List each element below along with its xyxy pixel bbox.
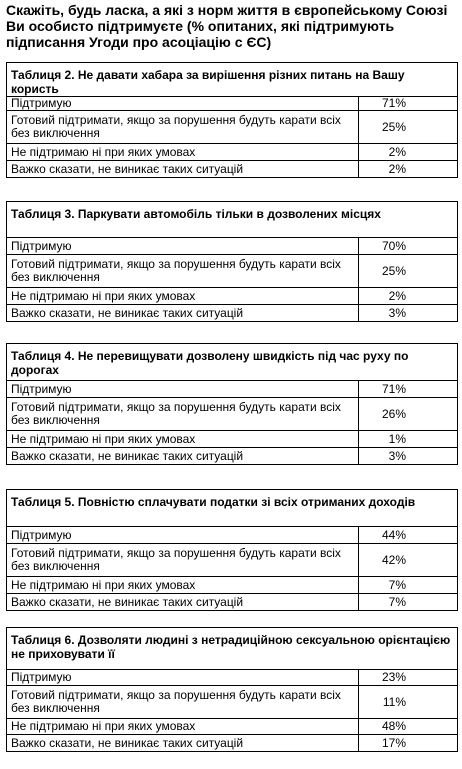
page-heading: Скажіть, будь ласка, а які з норм життя … [6, 2, 448, 50]
survey-table: Таблиця 5. Повністю сплачувати податки з… [6, 489, 458, 611]
survey-table: Таблиця 6. Дозволяти людині з нетрадицій… [6, 627, 458, 752]
row-label: Підтримую [6, 237, 359, 255]
row-value: 17% [358, 734, 458, 752]
row-label: Готовий підтримати, якщо за порушення бу… [6, 685, 359, 719]
row-value: 2% [358, 143, 458, 161]
table-title: Таблиця 2. Не давати хабара за вирішення… [6, 62, 458, 97]
survey-table: Таблиця 3. Паркувати автомобіль тільки в… [6, 201, 458, 322]
row-label: Важко сказати, не виникає таких ситуацій [6, 593, 359, 611]
row-value: 42% [358, 543, 458, 577]
row-value: 71% [358, 380, 458, 398]
table-title: Таблиця 5. Повністю сплачувати податки з… [6, 489, 458, 527]
row-value: 25% [358, 110, 458, 144]
row-label: Підтримую [6, 669, 359, 686]
row-value: 48% [358, 718, 458, 735]
row-label: Не підтримаю ні при яких умовах [6, 718, 359, 735]
row-label: Важко сказати, не виникає таких ситуацій [6, 447, 359, 465]
survey-table: Таблиця 2. Не давати хабара за вирішення… [6, 62, 458, 178]
row-value: 44% [358, 526, 458, 544]
row-label: Готовий підтримати, якщо за порушення бу… [6, 397, 359, 431]
row-value: 7% [358, 576, 458, 594]
row-label: Підтримую [6, 96, 359, 111]
row-label: Підтримую [6, 380, 359, 398]
row-value: 3% [358, 447, 458, 465]
row-label: Не підтримаю ні при яких умовах [6, 576, 359, 594]
row-value: 7% [358, 593, 458, 611]
row-value: 11% [358, 685, 458, 719]
row-label: Готовий підтримати, якщо за порушення бу… [6, 254, 359, 288]
table-title: Таблиця 4. Не перевищувати дозволену шви… [6, 343, 458, 381]
row-label: Важко сказати, не виникає таких ситуацій [6, 734, 359, 752]
row-label: Готовий підтримати, якщо за порушення бу… [6, 110, 359, 144]
row-value: 1% [358, 430, 458, 448]
row-label: Не підтримаю ні при яких умовах [6, 287, 359, 305]
row-label: Підтримую [6, 526, 359, 544]
row-label: Не підтримаю ні при яких умовах [6, 430, 359, 448]
row-label: Важко сказати, не виникає таких ситуацій [6, 160, 359, 178]
row-value: 25% [358, 254, 458, 288]
row-value: 70% [358, 237, 458, 255]
table-title: Таблиця 6. Дозволяти людині з нетрадицій… [6, 627, 458, 670]
row-value: 2% [358, 160, 458, 178]
survey-table: Таблиця 4. Не перевищувати дозволену шви… [6, 343, 458, 465]
row-value: 26% [358, 397, 458, 431]
row-label: Важко сказати, не виникає таких ситуацій [6, 304, 359, 322]
row-value: 3% [358, 304, 458, 322]
row-value: 2% [358, 287, 458, 305]
table-title: Таблиця 3. Паркувати автомобіль тільки в… [6, 201, 458, 238]
row-label: Готовий підтримати, якщо за порушення бу… [6, 543, 359, 577]
row-value: 23% [358, 669, 458, 686]
row-label: Не підтримаю ні при яких умовах [6, 143, 359, 161]
row-value: 71% [358, 96, 458, 111]
